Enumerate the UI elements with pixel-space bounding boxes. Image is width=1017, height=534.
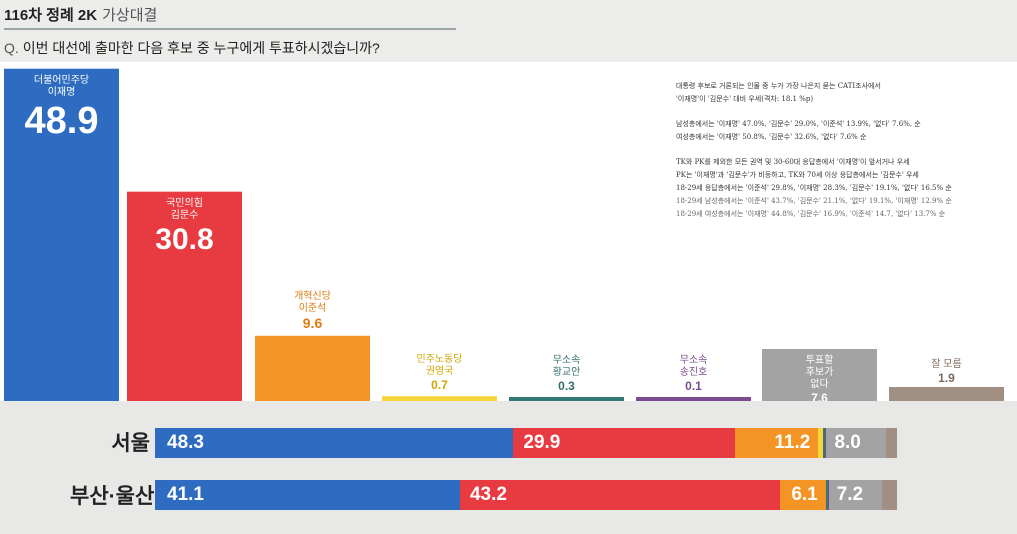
bar-category-7: 투표할 후보가 없다 [805,355,834,390]
stack-seg-1-4 [818,428,823,458]
note-line-3-2: PK는 '이재명'과 '김문수'가 비등하고, TK와 70세 이상 응답층에서… [676,171,919,179]
bar-6 [636,397,751,401]
stack-value-1-7: 8.0 [834,432,861,453]
stack-seg-2-1: 41.1 [155,480,460,510]
stack-value-2-2: 43.2 [469,484,507,505]
stacked-bar-busan-ulsan-gyeongnam: 41.1 43.2 6.1 7.2 [155,480,897,510]
stack-seg-2-6 [827,480,829,510]
bar-7 [762,349,877,401]
stacked-bar-seoul: 48.3 29.9 11.2 8.0 [155,428,897,458]
bar-party-6: 무소속 [679,354,708,366]
note-block-3: TK와 PK를 제외한 모든 권역 및 30-60대 응답층에서 '이재명'이 … [676,156,996,195]
stack-seg-1-8 [885,428,897,458]
survey-title-sub: 가상대결 [102,7,158,24]
stack-value-2-7: 7.2 [836,484,864,505]
note-line-3-3: 18-29세 응답층에서는 '이준석' 29.8%, '이재명' 28.3%, … [676,184,952,192]
bar-value-2: 30.8 [155,222,214,256]
stack-seg-1-3: 11.2 [735,428,819,458]
stack-seg-1-7: 8.0 [826,428,886,458]
bar-value-5: 0.3 [558,378,575,393]
bar-value-3: 9.6 [302,314,323,331]
stack-seg-2-2: 43.2 [459,480,781,510]
bar-value-1: 48.9 [24,99,99,142]
stack-value-1-2: 29.9 [523,432,561,453]
stack-seg-1-2: 29.9 [513,428,736,458]
bar-label-8: 잘 모름 1.9 [889,359,1004,385]
stack-seg-1-5 [822,428,825,458]
stack-value-2-1: 41.1 [167,484,204,505]
bar-category-6: 송진호 [679,366,708,378]
bar-value-8: 1.9 [938,371,955,385]
regional-breakdown: 서울 부산·울산·경남 48.3 29.9 11.2 8.0 41.1 43.2 6.1 7… [0,401,1017,534]
bar-label-1: 더불어민주당 이재명 48.9 [4,75,119,145]
bar-label-2: 국민의힘 김문수 30.8 [127,198,242,258]
bar-category-4: 권영국 [425,365,454,377]
note-line-1-2: '이재명'이 '김문수' 대비 우세(격차: 18.1 %p) [676,95,814,103]
note-line-1-1: 대통령 후보로 거론되는 인물 중 누가 가장 나은지 묻는 CATI조사에서 [676,82,881,90]
stack-seg-1-1: 48.3 [155,428,514,458]
bar-party-3: 개혁신당 [294,290,331,302]
question-text: 이번 대선에 출마한 다음 후보 중 누구에게 투표하시겠습니까? [22,40,380,56]
region-label-seoul: 서울 [111,432,150,455]
stack-seg-2-8 [882,480,897,510]
stack-value-1-3: 11.2 [774,432,811,453]
bar-category-2: 김문수 [170,209,199,221]
stack-seg-2-3: 6.1 [780,480,826,510]
note-line-2-2: 여성층에서는 '이재명' 50.8%, '김문수' 32.6%, '없다' 7.… [676,133,867,141]
stack-seg-1-6 [824,428,827,458]
bar-category-5: 황교안 [552,366,581,378]
survey-title-main: 116차 정례 2K [4,7,98,24]
bar-category-1: 이재명 [47,86,76,98]
note-block-2: 남성층에서는 '이재명' 47.0%, '김문수' 29.0%, '이준석' 1… [676,118,996,144]
bar-label-7: 투표할 후보가 없다 7.6 [762,355,877,405]
bar-5 [509,397,624,401]
bar-party-2: 국민의힘 [166,197,203,209]
bar-1 [4,68,119,401]
question-mark: Q. [4,40,19,56]
candidate-bar-chart: 더불어민주당 이재명 48.9 국민의힘 김문수 30.8 개혁신당 이준석 9.6 민주노동당 권… [0,62,1017,405]
stack-value-1-1: 48.3 [167,432,204,453]
region-label-busan-ulsan-gyeongnam: 부산·울산·경남 [70,485,200,508]
bar-value-6: 0.1 [685,378,702,393]
title-underline [4,28,456,30]
note-line-4-1: 18-29세 남성층에서는 '이준석' 43.7%, '김문수' 21.1%, … [676,197,952,205]
note-block-4: 18-29세 남성층에서는 '이준석' 43.7%, '김문수' 21.1%, … [676,195,996,221]
bar-4 [382,396,497,401]
bar-8 [889,387,1004,401]
stack-seg-2-5 [825,480,828,510]
note-line-2-1: 남성층에서는 '이재명' 47.0%, '김문수' 29.0%, '이준석' 1… [676,120,921,128]
survey-question: Q. 이번 대선에 출마한 다음 후보 중 누구에게 투표하시겠습니까? [4,38,380,58]
bar-label-4: 민주노동당 권영국 0.7 [382,354,497,392]
note-line-3-1: TK와 PK를 제외한 모든 권역 및 30-60대 응답층에서 '이재명'이 … [676,158,910,166]
stack-value-2-3: 6.1 [791,484,818,505]
note-block-1: 대통령 후보로 거론되는 인물 중 누가 가장 나은지 묻는 CATI조사에서 '… [676,80,996,106]
stack-seg-2-7: 7.2 [828,480,883,510]
header: 116차 정례 2K 가상대결 Q. 이번 대선에 출마한 다음 후보 중 누구에게… [0,0,1017,62]
bar-3 [255,335,370,401]
bar-label-6: 무소속 송진호 0.1 [636,355,751,393]
candidate-bars-svg [4,68,1004,401]
bar-value-4: 0.7 [431,377,448,392]
analysis-notes: 대통령 후보로 거론되는 인물 중 누가 가장 나은지 묻는 CATI조사에서 '… [676,80,996,233]
bar-category-8: 잘 모름 [931,359,962,370]
bar-label-3: 개혁신당 이준석 9.6 [255,291,370,332]
bar-label-5: 무소속 황교안 0.3 [509,355,624,393]
bar-2 [127,191,242,401]
bar-party-4: 민주노동당 [416,353,463,365]
survey-title: 116차 정례 2K 가상대결 [4,4,157,25]
bar-party-5: 무소속 [552,354,581,366]
note-line-4-2: 18-29세 여성층에서는 '이재명' 44.8%, '김문수' 16.9%, … [676,210,946,218]
bar-category-3: 이준석 [298,302,327,314]
bar-party-1: 더불어민주당 [33,74,90,86]
